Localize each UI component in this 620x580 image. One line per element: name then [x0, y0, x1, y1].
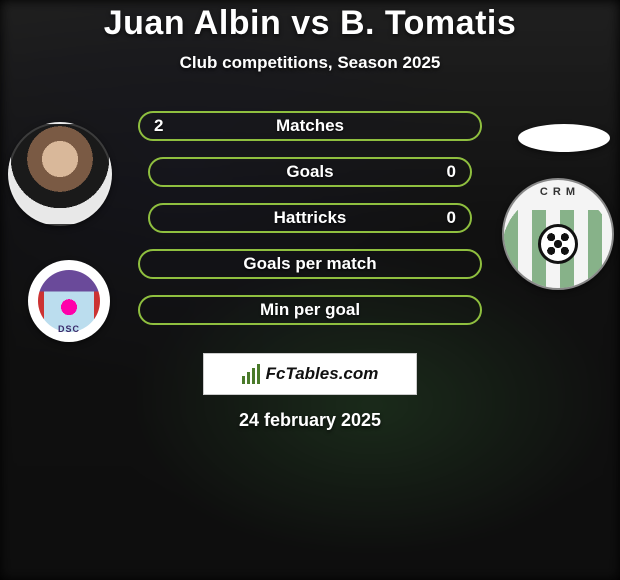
club-badge-left-text: DSC: [38, 324, 100, 334]
comparison-title: Juan Albin vs B. Tomatis: [104, 4, 517, 43]
stat-pill: 2Matches: [138, 111, 482, 141]
stat-label: Goals per match: [140, 254, 480, 274]
club-badge-right-text: C R M: [504, 186, 612, 198]
stat-pill: Min per goal: [138, 295, 482, 325]
fctables-logo-text: FcTables.com: [266, 364, 379, 384]
club-badge-right: C R M: [502, 178, 614, 290]
stat-label: Goals: [150, 162, 470, 182]
stat-pill: Hattricks0: [148, 203, 472, 233]
soccer-ball-icon: [538, 224, 578, 264]
stat-label: Hattricks: [150, 208, 470, 228]
stat-label: Min per goal: [140, 300, 480, 320]
player-left-photo: [8, 122, 112, 226]
bar-chart-icon: [242, 364, 260, 384]
stat-pill: Goals0: [148, 157, 472, 187]
player-right-photo: [518, 124, 610, 152]
stat-value-left: 2: [154, 116, 163, 136]
stat-value-right: 0: [447, 162, 456, 182]
season-subtitle: Club competitions, Season 2025: [180, 53, 441, 73]
comparison-date: 24 february 2025: [0, 410, 620, 431]
fctables-logo: FcTables.com: [203, 353, 417, 395]
club-badge-left: DSC: [28, 260, 110, 342]
stat-pill: Goals per match: [138, 249, 482, 279]
stat-label: Matches: [140, 116, 480, 136]
stat-value-right: 0: [447, 208, 456, 228]
